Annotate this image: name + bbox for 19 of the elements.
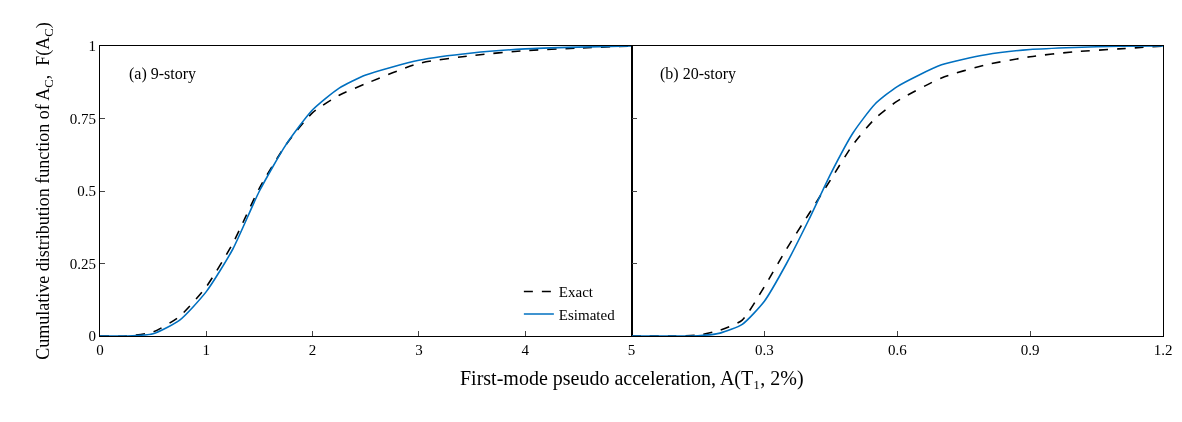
x-tick-label: 0.3 — [755, 342, 774, 358]
x-tick-label: 1 — [202, 342, 211, 358]
annotation: (a) 9-story — [129, 65, 197, 83]
y-tick-label: 0 — [88, 328, 96, 345]
y-tick-label: 0.25 — [69, 255, 96, 272]
x-tick-label: 1.2 — [1153, 342, 1173, 358]
x-tick-label: 5 — [627, 342, 636, 358]
annotation: (b) 20-story — [660, 65, 736, 83]
x-axis-title: First-mode pseudo acceleration, A(T₁, 2%) — [460, 367, 804, 390]
y-tick-label: 1 — [88, 38, 96, 55]
x-tick-label: 0.6 — [887, 342, 908, 358]
x-tick-label: 4 — [521, 342, 530, 358]
x-tick-label: 3 — [415, 342, 423, 358]
y-tick-label: 0.5 — [77, 183, 96, 200]
y-tick-label: 0.75 — [69, 110, 96, 127]
x-tick-label: 2 — [308, 342, 317, 358]
legend-label: Esimated — [558, 306, 616, 323]
x-tick-label: 0.9 — [1020, 342, 1040, 358]
legend-label: Exact — [558, 284, 594, 301]
